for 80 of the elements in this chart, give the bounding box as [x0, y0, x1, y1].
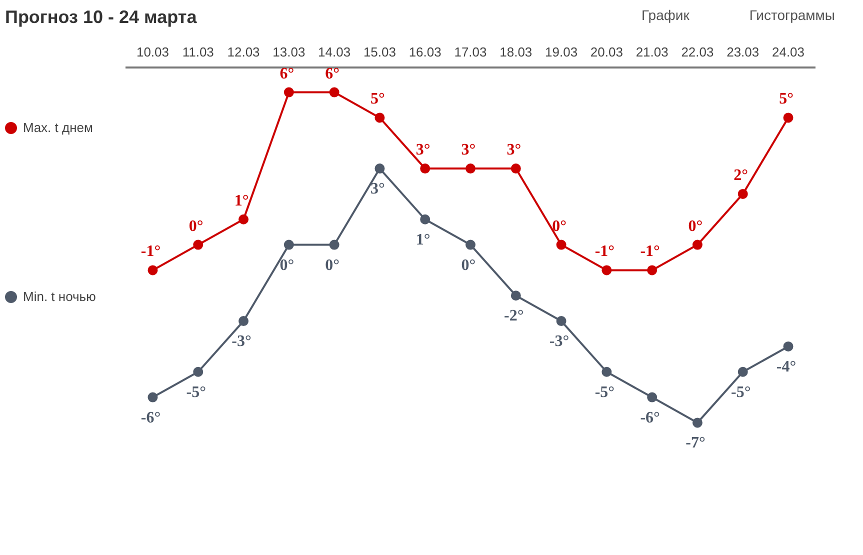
data-label: -1° [640, 243, 660, 260]
point [420, 164, 430, 174]
x-tick-label: 12.03 [227, 44, 260, 60]
data-label: 6° [280, 65, 294, 82]
point [148, 392, 158, 402]
data-label: -5° [186, 384, 206, 401]
x-tick-label: 10.03 [136, 44, 170, 60]
x-tick-label: 11.03 [182, 44, 214, 60]
point [466, 164, 476, 174]
data-label: -6° [140, 409, 161, 426]
point [602, 265, 612, 276]
data-label: -1° [140, 243, 161, 260]
x-tick-label: 14.03 [318, 44, 351, 60]
point [647, 265, 658, 276]
data-label: 0° [461, 256, 476, 274]
text: Гистограммы [749, 7, 835, 23]
data-label: -5° [594, 384, 615, 401]
data-label: -1° [594, 243, 615, 260]
data-label: 3° [416, 142, 430, 159]
x-tick-label: 19.03 [545, 44, 578, 60]
legend-label: Max. t днем [22, 119, 94, 137]
x-tick-label: 17.03 [454, 44, 487, 60]
point [374, 164, 385, 174]
data-label: 2° [734, 166, 748, 184]
data-label: 5° [779, 90, 794, 108]
data-label: 1° [416, 231, 430, 248]
point [692, 240, 702, 250]
point [374, 112, 385, 123]
point [510, 290, 521, 301]
point [238, 316, 249, 326]
x-tick-label: 24.03 [772, 44, 805, 60]
x-tick-label: 18.03 [500, 44, 532, 60]
point [692, 418, 702, 428]
point [238, 214, 249, 224]
point [466, 240, 476, 250]
x-tick-label: 13.03 [272, 44, 306, 60]
point [783, 112, 794, 123]
data-label: 5° [370, 90, 385, 108]
data-label: -6° [640, 409, 660, 426]
point [284, 87, 294, 98]
data-label: 1° [234, 192, 249, 210]
data-label: -3° [549, 333, 570, 350]
point [329, 87, 340, 98]
data-label: -5° [731, 384, 751, 401]
data-label: 0° [552, 218, 566, 235]
data-label: -2° [504, 308, 524, 325]
x-tick-label: 16.03 [408, 44, 442, 60]
point [420, 214, 430, 224]
point [738, 188, 748, 199]
point [510, 164, 521, 174]
data-label: -4° [776, 358, 796, 376]
point [647, 392, 658, 402]
point [193, 240, 204, 250]
x-tick-label: 23.03 [726, 44, 760, 60]
x-tick-label: 22.03 [681, 44, 714, 60]
x-tick-label: 20.03 [590, 44, 623, 60]
data-label: 3° [461, 142, 476, 159]
point [329, 240, 340, 250]
point [602, 366, 612, 377]
legend-label: Min. t ночью [22, 288, 96, 306]
data-label: 3° [506, 142, 522, 159]
data-label: 6° [325, 65, 340, 82]
data-label: 0° [280, 256, 294, 274]
point [738, 366, 748, 377]
text: График [642, 7, 690, 23]
data-label: 0° [325, 256, 340, 274]
data-label: 0° [188, 218, 204, 235]
point [284, 240, 294, 250]
data-label: 3° [370, 180, 385, 198]
point [556, 316, 566, 326]
point [193, 366, 204, 377]
point [783, 341, 794, 352]
chart-title: Прогноз 10 - 24 марта [5, 6, 197, 29]
point [556, 240, 566, 250]
data-label: -3° [232, 333, 252, 350]
x-tick-label: 21.03 [636, 44, 668, 60]
data-label: -7° [686, 434, 706, 452]
point [148, 265, 158, 276]
x-tick-label: 15.03 [363, 44, 396, 60]
data-label: 0° [688, 218, 703, 235]
